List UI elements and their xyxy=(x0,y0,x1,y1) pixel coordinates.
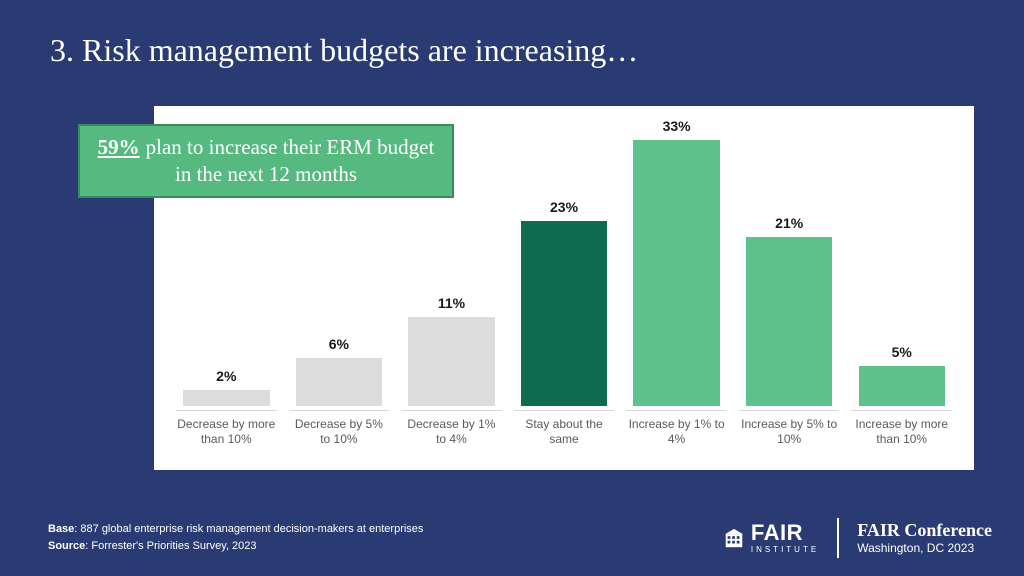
callout-box: 59%plan to increase their ERM budget in … xyxy=(78,124,454,198)
footer-source-text: : Forrester's Priorities Survey, 2023 xyxy=(85,540,256,552)
bar-category-label: Decrease by more than 10% xyxy=(176,410,277,460)
bar-rect xyxy=(633,140,719,406)
brand-conference: FAIR Conference Washington, DC 2023 xyxy=(857,521,992,556)
callout-text: 59%plan to increase their ERM budget in … xyxy=(96,134,436,189)
bar-column: 21% xyxy=(739,116,840,406)
bar-column: 33% xyxy=(626,116,727,406)
bar-rect xyxy=(296,358,382,406)
footer-source-label: Source xyxy=(48,540,85,552)
bar-rect xyxy=(859,366,945,406)
bar-category-label: Increase by 1% to 4% xyxy=(626,410,727,460)
bar-value-label: 5% xyxy=(892,344,912,360)
bar-value-label: 6% xyxy=(329,336,349,352)
bar-column: 5% xyxy=(851,116,952,406)
conference-name: FAIR Conference xyxy=(857,521,992,541)
bar-category-label: Stay about the same xyxy=(514,410,615,460)
brand-institute-text: INSTITUTE xyxy=(751,546,819,554)
brand-divider xyxy=(837,518,839,558)
bar-category-label: Decrease by 5% to 10% xyxy=(289,410,390,460)
bar-rect xyxy=(183,390,269,406)
brand-fair-text: FAIR xyxy=(751,522,819,544)
bar-category-label: Increase by 5% to 10% xyxy=(739,410,840,460)
callout-rest: plan to increase their ERM budget in the… xyxy=(146,135,435,186)
conference-location: Washington, DC 2023 xyxy=(857,542,992,555)
bar-rect xyxy=(521,221,607,406)
bar-column: 23% xyxy=(514,116,615,406)
bar-category-label: Increase by more than 10% xyxy=(851,410,952,460)
bar-value-label: 21% xyxy=(775,215,803,231)
labels-row: Decrease by more than 10%Decrease by 5% … xyxy=(176,410,952,460)
bar-category-label: Decrease by 1% to 4% xyxy=(401,410,502,460)
slide-title: 3. Risk management budgets are increasin… xyxy=(50,32,638,69)
bar-value-label: 33% xyxy=(663,118,691,134)
footer-base-text: : 887 global enterprise risk management … xyxy=(74,523,423,535)
footer-base-label: Base xyxy=(48,523,74,535)
brand-logo: FAIR INSTITUTE xyxy=(723,522,819,554)
bar-rect xyxy=(408,317,494,406)
footer-base-line: Base: 887 global enterprise risk managem… xyxy=(48,521,423,538)
bar-value-label: 11% xyxy=(438,295,465,311)
footer-citation: Base: 887 global enterprise risk managem… xyxy=(48,521,423,554)
footer-source-line: Source: Forrester's Priorities Survey, 2… xyxy=(48,538,423,555)
callout-pct: 59% xyxy=(98,135,140,159)
bar-rect xyxy=(746,237,832,406)
bar-value-label: 2% xyxy=(216,368,236,384)
building-icon xyxy=(723,527,745,549)
brand-block: FAIR INSTITUTE FAIR Conference Washingto… xyxy=(723,518,992,558)
bar-value-label: 23% xyxy=(550,199,578,215)
